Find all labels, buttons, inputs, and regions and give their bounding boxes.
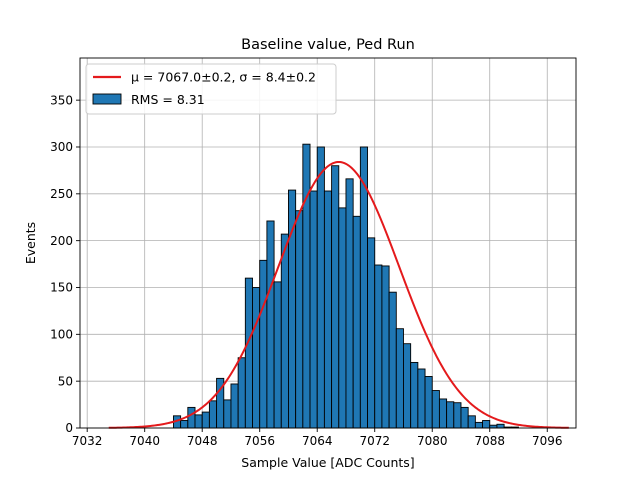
- histogram-bar: [194, 414, 203, 429]
- histogram-bar: [201, 411, 210, 429]
- histogram-bar: [374, 264, 383, 429]
- histogram-bar: [302, 143, 311, 429]
- histogram-bar: [403, 343, 412, 429]
- histogram-bar: [474, 421, 484, 429]
- histogram-bar: [417, 368, 426, 429]
- y-tick-label: 300: [50, 140, 73, 154]
- x-tick-label: 7096: [532, 434, 563, 448]
- legend-box: [85, 63, 337, 115]
- histogram-bar: [309, 190, 318, 429]
- x-tick-label: 7080: [417, 434, 448, 448]
- histogram-bars: [172, 143, 519, 429]
- histogram-bar: [438, 398, 448, 429]
- histogram-bar: [180, 420, 189, 429]
- histogram-bar: [316, 146, 325, 429]
- x-tick-label: 7056: [244, 434, 275, 448]
- histogram-bar: [295, 210, 304, 429]
- chart-title: Baseline value, Ped Run: [241, 37, 415, 53]
- histogram-bar: [453, 402, 462, 429]
- y-tick-label: 250: [50, 187, 73, 201]
- histogram-bar: [467, 415, 476, 429]
- x-tick-label: 7040: [129, 434, 160, 448]
- histogram-bar: [187, 406, 196, 429]
- x-axis-label: Sample Value [ADC Counts]: [241, 455, 414, 470]
- y-tick-label: 200: [50, 234, 73, 248]
- histogram-bar: [388, 291, 397, 429]
- histogram-bar: [273, 281, 282, 429]
- legend-fit-label: μ = 7067.0±0.2, σ = 8.4±0.2: [131, 70, 316, 85]
- x-tick-label: 7072: [359, 434, 390, 448]
- histogram-bar: [482, 420, 491, 429]
- histogram-bar: [431, 390, 440, 429]
- histogram-bar: [460, 406, 469, 429]
- histogram-bar: [446, 401, 455, 429]
- histogram-bar: [223, 399, 232, 429]
- y-tick-label: 350: [50, 93, 73, 107]
- plot-frame: [79, 57, 577, 429]
- histogram-bar: [381, 265, 390, 429]
- histogram-bar: [280, 233, 289, 429]
- histogram-bar: [244, 277, 253, 429]
- x-tick-label: 7048: [187, 434, 218, 448]
- histogram-bar: [208, 400, 218, 429]
- histogram-bar: [410, 361, 419, 429]
- y-axis-ticks: 0 50 100 150 200 250 300 350: [50, 93, 80, 435]
- x-tick-label: 7064: [302, 434, 333, 448]
- legend-histogram-swatch: [92, 93, 122, 105]
- histogram-bar: [252, 287, 261, 429]
- y-tick-label: 100: [50, 328, 73, 342]
- histogram-bar: [266, 220, 275, 429]
- histogram-bar: [338, 207, 347, 429]
- y-tick-label: 50: [58, 374, 73, 388]
- legend: μ = 7067.0±0.2, σ = 8.4±0.2 RMS = 8.31: [85, 63, 337, 115]
- gaussian-fit-curve: [108, 160, 569, 429]
- histogram-bar: [230, 383, 239, 429]
- histogram-bar: [237, 357, 246, 429]
- y-axis-label: Events: [23, 222, 38, 264]
- histogram-bar: [424, 376, 433, 429]
- y-tick-label: 0: [65, 421, 73, 435]
- y-tick-label: 150: [50, 281, 73, 295]
- histogram-bar: [352, 215, 361, 429]
- histogram-bar: [367, 237, 376, 429]
- x-tick-label: 7088: [474, 434, 505, 448]
- x-tick-label: 7032: [72, 434, 103, 448]
- histogram-bar: [323, 190, 333, 429]
- histogram-bar: [259, 259, 268, 429]
- histogram-bar: [496, 423, 505, 429]
- histogram-bar: [395, 328, 404, 429]
- legend-histogram-label: RMS = 8.31: [131, 92, 205, 107]
- histogram-bar: [345, 178, 354, 429]
- histogram-bar: [331, 165, 340, 429]
- x-axis-ticks: 7032 7040 7048 7056 7064 7072 7080 7088 7096: [72, 428, 563, 448]
